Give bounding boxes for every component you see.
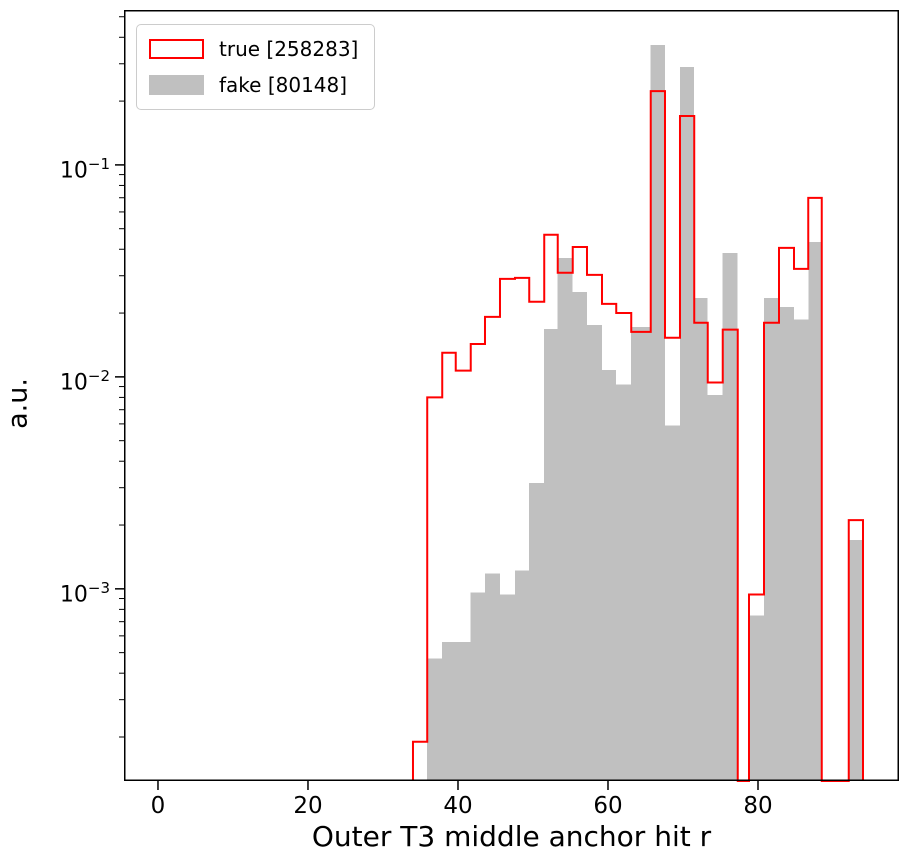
legend-item-fake: fake [80148]	[149, 73, 358, 97]
x-tick-label: 80	[743, 793, 773, 819]
legend-label-true: true [258283]	[219, 37, 359, 61]
fake-histogram-area	[412, 44, 863, 781]
y-axis-label: a.u.	[2, 378, 34, 429]
axes-spines	[124, 10, 899, 781]
x-tick-label: 0	[150, 793, 166, 819]
plot-area	[115, 10, 899, 790]
legend: true [258283] fake [80148]	[136, 24, 376, 110]
x-axis-label: Outer T3 middle anchor hit r	[311, 820, 712, 853]
y-tick-label: 10−2	[59, 366, 110, 396]
fake-series-swatch-icon	[149, 75, 204, 95]
legend-item-true: true [258283]	[149, 37, 358, 61]
y-tick-label: 10−1	[59, 154, 110, 184]
true-histogram-line	[411, 90, 864, 782]
x-tick-label: 60	[593, 793, 623, 819]
true-series-swatch-icon	[149, 39, 204, 59]
histogram-plot	[115, 10, 899, 790]
x-tick-label: 40	[443, 793, 473, 819]
legend-label-fake: fake [80148]	[219, 73, 348, 97]
x-tick-label: 20	[293, 793, 323, 819]
y-tick-label: 10−3	[59, 578, 110, 608]
